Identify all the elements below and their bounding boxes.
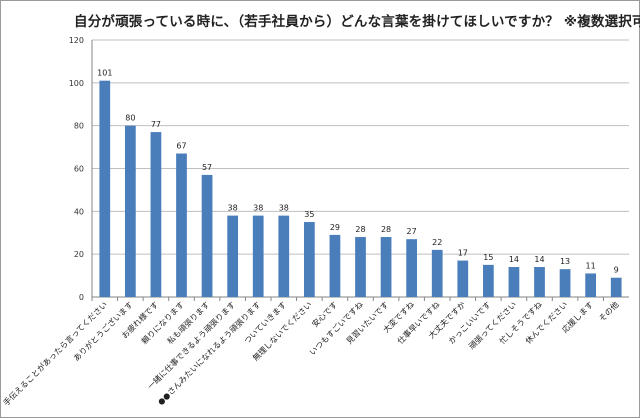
bar	[457, 260, 469, 297]
bar	[227, 215, 239, 297]
bar-value-label: 38	[228, 204, 238, 213]
bar-value-label: 15	[483, 253, 493, 262]
bar	[406, 239, 418, 297]
y-tick-label: 20	[74, 250, 84, 259]
y-tick-label: 120	[69, 36, 84, 45]
bar-value-label: 9	[614, 266, 619, 275]
bar-value-label: 13	[560, 257, 570, 266]
bar-value-label: 27	[407, 227, 417, 236]
bar	[610, 277, 622, 297]
value-labels: 101 80 77 67 57 38 38 38 35 29 28 28 27 22 17 15 14 14 13 1…	[97, 69, 619, 275]
bar	[508, 267, 520, 297]
bar	[534, 267, 545, 297]
bar-value-label: 35	[304, 210, 314, 219]
y-tick-label: 40	[74, 207, 84, 216]
bar-value-label: 28	[355, 225, 365, 234]
bar	[329, 234, 341, 297]
bar-value-label: 29	[330, 223, 340, 232]
category-label: 手伝えることがあったら言ってください	[1, 299, 109, 407]
bars	[99, 80, 622, 298]
bar-value-label: 67	[176, 142, 186, 151]
category-label: その他	[597, 299, 621, 323]
bar	[585, 273, 597, 297]
bar	[124, 125, 136, 298]
bar	[99, 80, 111, 297]
bar-value-label: 57	[202, 163, 212, 172]
bar	[201, 174, 213, 297]
bar	[303, 222, 315, 297]
bar	[355, 237, 366, 297]
y-tick-label: 60	[74, 165, 84, 174]
bar-value-label: 80	[125, 114, 135, 123]
bar-value-label: 77	[151, 120, 161, 129]
bar	[431, 249, 443, 297]
bar	[278, 215, 290, 297]
bar	[176, 153, 187, 297]
bar	[559, 269, 571, 297]
bar-value-label: 101	[97, 69, 112, 78]
bar-value-label: 22	[432, 238, 442, 247]
bar-value-label: 17	[458, 249, 468, 258]
bar	[150, 132, 162, 297]
bar-value-label: 14	[509, 255, 519, 264]
category-labels: 手伝えることがあったら言ってくださいありがとうございますお疲れ様です頼りになりま…	[1, 299, 621, 407]
y-tick-label: 80	[74, 122, 84, 131]
bar-value-label: 38	[253, 204, 263, 213]
bar-value-label: 14	[534, 255, 544, 264]
bar-value-label: 28	[381, 225, 391, 234]
y-tick-label: 0	[79, 293, 84, 302]
bar	[380, 237, 392, 297]
bar	[252, 215, 264, 297]
bar-value-label: 11	[586, 261, 596, 270]
bar	[482, 264, 494, 297]
category-label: 忙しそうですね	[497, 299, 544, 346]
y-tick-label: 100	[69, 79, 84, 88]
chart-title: 自分が頑張っている時に、（若手社員から）どんな言葉を掛けてほしいですか？ ※複数…	[74, 14, 640, 30]
bar-value-label: 38	[279, 204, 289, 213]
y-axis: 0 20 40 60 80 100 120	[69, 36, 604, 302]
